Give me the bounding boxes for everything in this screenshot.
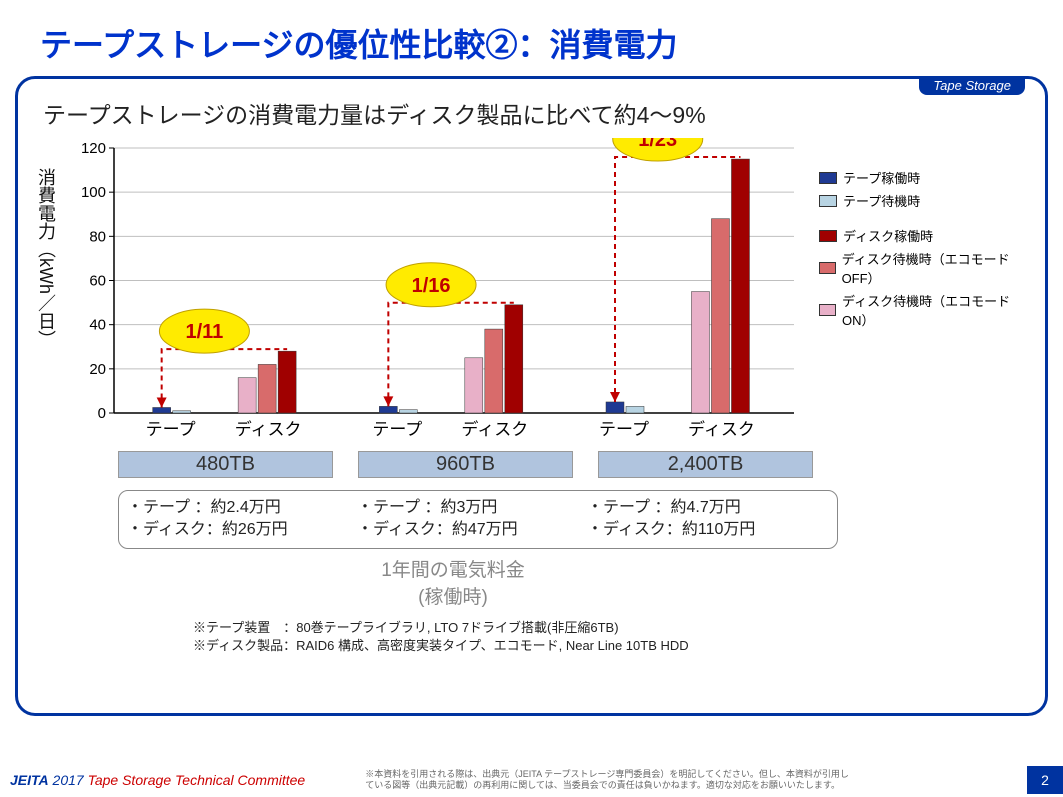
legend-label: ディスク稼働時 bbox=[843, 226, 933, 245]
svg-text:テープ: テープ bbox=[599, 420, 649, 439]
legend: テープ稼働時テープ待機時ディスク稼働時ディスク待機時（エコモードOFF） ディスク… bbox=[819, 168, 1030, 333]
capacity-cell: 2,400TB bbox=[598, 451, 813, 478]
svg-text:80: 80 bbox=[89, 228, 106, 245]
capacity-cell: 480TB bbox=[118, 451, 333, 478]
svg-text:1/16: 1/16 bbox=[412, 275, 451, 297]
legend-swatch bbox=[819, 172, 837, 184]
svg-text:0: 0 bbox=[98, 405, 106, 422]
svg-text:100: 100 bbox=[81, 184, 106, 201]
svg-text:60: 60 bbox=[89, 273, 106, 290]
svg-text:ディスク: ディスク bbox=[461, 419, 528, 439]
legend-item: ディスク稼働時 bbox=[819, 226, 1030, 245]
svg-text:1/23: 1/23 bbox=[638, 138, 677, 151]
y-axis-label: 消費電力（kWh／日） bbox=[33, 168, 59, 348]
footer-fine: ※本資料を引用される際は、出典元（JEITA テープストレージ専門委員会）を明記… bbox=[365, 769, 1027, 791]
legend-item: テープ待機時 bbox=[819, 191, 1030, 210]
legend-swatch bbox=[819, 195, 837, 207]
legend-item: ディスク待機時（エコモードON） bbox=[819, 291, 1030, 329]
cost-cell: ・テープ ：約3万円・ディスク：約47万円 bbox=[357, 497, 587, 542]
cost-caption-line2: (稼働時) bbox=[418, 587, 488, 608]
legend-swatch bbox=[819, 304, 836, 316]
footnote-2: ※ディスク製品：RAID6 構成、高密度実装タイプ、エコモード, Near Li… bbox=[193, 637, 1030, 655]
svg-text:20: 20 bbox=[89, 361, 106, 378]
footer-brand: JEITA bbox=[10, 772, 49, 788]
footer-committee: Tape Storage Technical Committee bbox=[88, 772, 306, 788]
svg-text:ディスク: ディスク bbox=[688, 419, 755, 439]
footnotes: ※テープ装置 ：80巻テープライブラリ, LTO 7ドライブ搭載(非圧縮6TB)… bbox=[193, 619, 1030, 655]
legend-label: ディスク待機時（エコモードOFF） bbox=[842, 249, 1030, 287]
capacity-cell: 960TB bbox=[358, 451, 573, 478]
legend-item: テープ稼働時 bbox=[819, 168, 1030, 187]
footer-fine-1: ※本資料を引用される際は、出典元（JEITA テープストレージ専門委員会）を明記… bbox=[365, 769, 1027, 780]
legend-swatch bbox=[819, 262, 836, 274]
cost-cell: ・テープ ：約4.7万円・ディスク：約110万円 bbox=[587, 497, 817, 542]
footer-bar: JEITA 2017 Tape Storage Technical Commit… bbox=[0, 763, 1063, 797]
footnote-1: ※テープ装置 ：80巻テープライブラリ, LTO 7ドライブ搭載(非圧縮6TB) bbox=[193, 619, 1030, 637]
svg-text:テープ: テープ bbox=[372, 420, 422, 439]
cost-caption-line1: 1年間の電気料金 bbox=[381, 560, 525, 581]
svg-text:ディスク: ディスク bbox=[235, 419, 302, 439]
cost-cell: ・テープ ：約2.4万円・ディスク：約26万円 bbox=[127, 497, 357, 542]
slide-title: テープストレージの優位性比較②：消費電力 bbox=[0, 0, 1063, 76]
footer-left: JEITA 2017 Tape Storage Technical Commit… bbox=[10, 772, 305, 788]
legend-label: テープ稼働時 bbox=[843, 168, 920, 187]
legend-item: ディスク待機時（エコモードOFF） bbox=[819, 249, 1030, 287]
footer-fine-2: ている図等（出典元記載）の再利用に関しては、当委員会での責任は負いかねます。適切… bbox=[365, 780, 1027, 791]
capacity-row: 480TB 960TB 2,400TB bbox=[118, 451, 1030, 478]
cost-caption: 1年間の電気料金 (稼働時) bbox=[93, 555, 813, 609]
footer-year: 2017 bbox=[53, 772, 84, 788]
tab-label: Tape Storage bbox=[919, 76, 1025, 95]
cost-box: ・テープ ：約2.4万円・ディスク：約26万円・テープ ：約3万円・ディスク：約… bbox=[118, 490, 838, 549]
legend-swatch bbox=[819, 230, 837, 242]
chart-area: 消費電力（kWh／日） 0 20 40 60 80 100 120 テープ ディスク 1/11 テー… bbox=[33, 138, 1030, 453]
svg-text:テープ: テープ bbox=[146, 420, 196, 439]
legend-label: テープ待機時 bbox=[843, 191, 920, 210]
page-number: 2 bbox=[1027, 766, 1063, 794]
subtitle: テープストレージの消費電力量はディスク製品に比べて約4～9% bbox=[43, 96, 1030, 130]
chart-svg: 0 20 40 60 80 100 120 テープ ディスク 1/11 テープ ディスク 1/16 テープ… bbox=[64, 138, 804, 453]
svg-text:1/11: 1/11 bbox=[185, 321, 223, 343]
legend-label: ディスク待機時（エコモードON） bbox=[842, 291, 1030, 329]
svg-text:40: 40 bbox=[89, 317, 106, 334]
svg-text:120: 120 bbox=[81, 140, 106, 157]
main-frame: Tape Storage テープストレージの消費電力量はディスク製品に比べて約4… bbox=[15, 76, 1048, 716]
